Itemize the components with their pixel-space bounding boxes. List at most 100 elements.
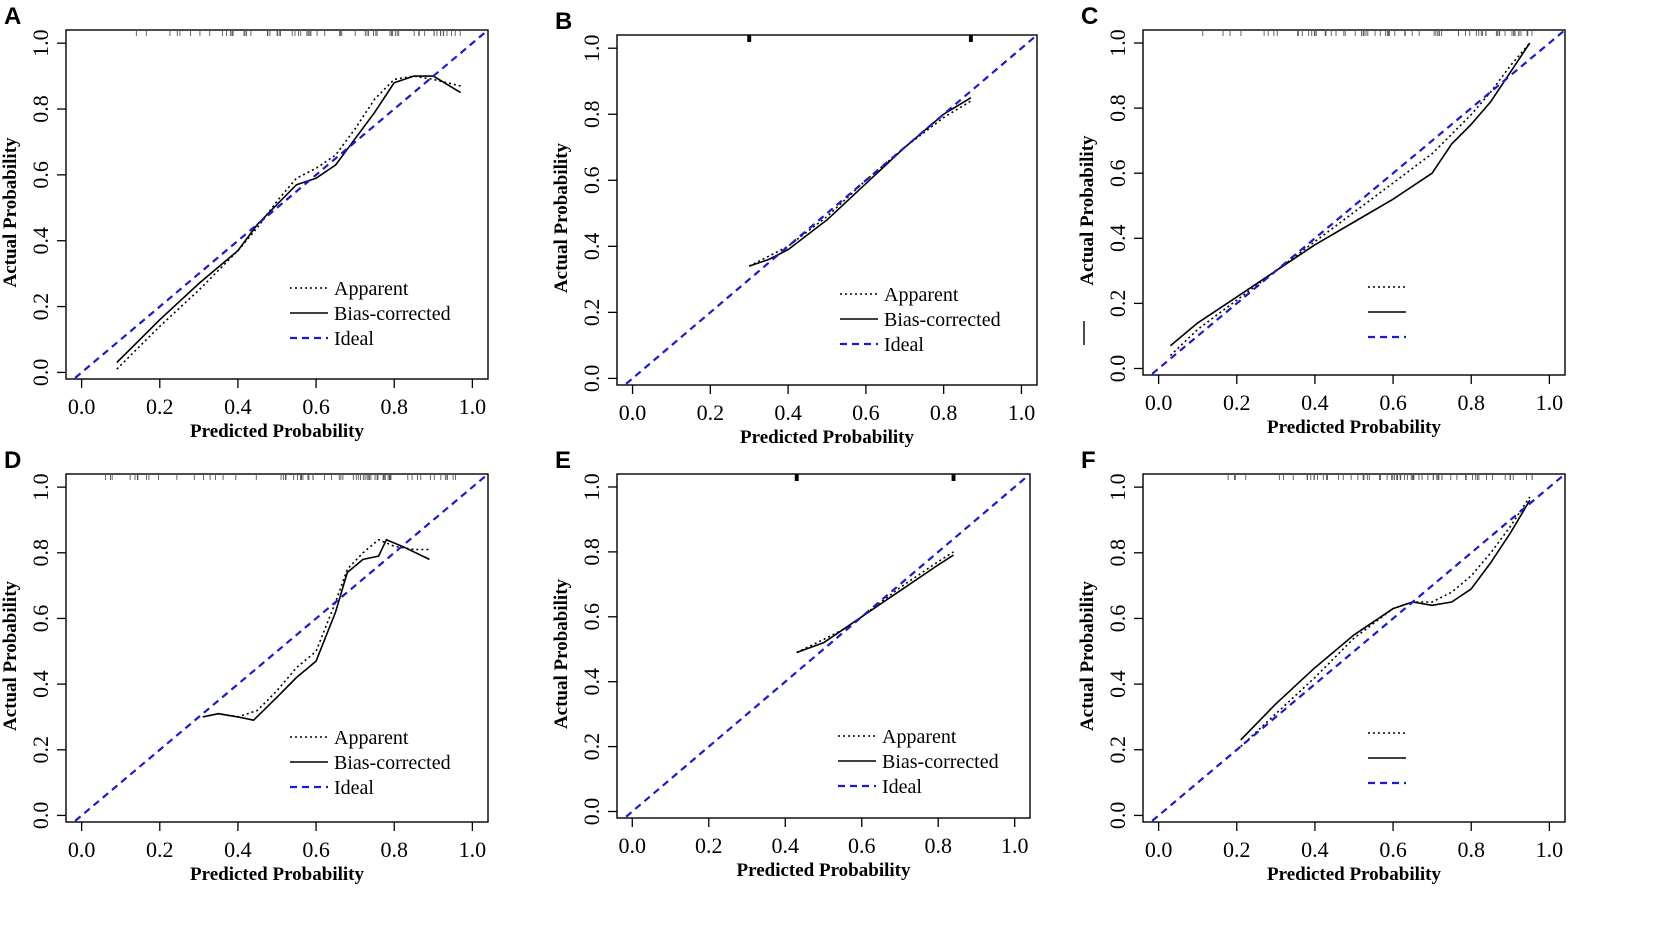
x-tick-label: 0.0: [619, 400, 647, 425]
x-tick-label: 0.8: [924, 833, 952, 858]
y-tick-label: 0.6: [579, 167, 604, 195]
plot-frame: [1142, 473, 1566, 823]
x-tick-label: 0.6: [848, 833, 876, 858]
legend-label: Ideal: [882, 776, 922, 798]
y-tick-label: 0.2: [579, 733, 604, 761]
y-tick-label: 0.8: [579, 100, 604, 128]
y-tick-label: 0.6: [28, 605, 53, 633]
legend-label: Apparent: [334, 727, 409, 749]
y-tick-label: 0.6: [28, 161, 53, 189]
series-bias-corrected: [748, 97, 972, 267]
x-tick-label: 1.0: [459, 837, 487, 862]
y-tick-label: 1.0: [1105, 473, 1130, 501]
y-tick-label: 1.0: [28, 29, 53, 57]
plot-frame: [616, 34, 1038, 386]
series-ideal: [623, 35, 1037, 385]
series-ideal: [622, 474, 1030, 818]
panel-letter: E: [555, 447, 571, 474]
legend: [1368, 286, 1406, 339]
y-axis-title: Actual Probability: [551, 142, 572, 293]
series-group: [623, 35, 1037, 385]
y-tick-label: 1.0: [579, 34, 604, 62]
series-apparent: [748, 100, 972, 267]
legend-label: Apparent: [882, 726, 957, 748]
x-tick-label: 0.6: [1379, 837, 1407, 862]
x-tick-label: 1.0: [459, 394, 487, 419]
y-tick-label: 0.4: [579, 668, 604, 696]
y-tick-label: 0.2: [28, 293, 53, 321]
x-tick-label: 0.2: [1223, 390, 1251, 415]
x-tick-label: 0.6: [302, 837, 330, 862]
x-tick-label: 0.0: [68, 837, 96, 862]
panel-letter: C: [1081, 3, 1098, 30]
y-tick-label: 0.2: [1105, 736, 1130, 764]
plot-frame: [616, 473, 1031, 819]
y-tick-label: 0.2: [579, 299, 604, 327]
series-bias-corrected: [202, 538, 430, 722]
y-tick-label: 0.4: [1105, 225, 1130, 253]
legend-label: Ideal: [334, 777, 374, 799]
legend: Apparent Bias-corrected Ideal: [840, 284, 1085, 356]
legend-label: Bias-corrected: [884, 309, 1001, 331]
y-tick-label: 0.2: [1105, 290, 1130, 318]
x-tick-label: 0.4: [1301, 390, 1329, 415]
panel-letter: A: [4, 3, 21, 30]
y-tick-label: 1.0: [1105, 29, 1130, 57]
series-bias-corrected: [1169, 42, 1531, 347]
plot-frame: [1142, 29, 1566, 376]
calibration-panel-b: B 0.0 0.2 0.4 0.6 0.8 1.0 0.0 0.2 0.4 0.6 0.8 1.0 Pre…: [551, 8, 1085, 448]
legend-label: Bias-corrected: [334, 752, 451, 774]
y-axis-title: Actual Probability: [1077, 135, 1098, 286]
x-tick-label: 0.8: [380, 837, 408, 862]
x-tick-label: 0.8: [1457, 837, 1485, 862]
x-tick-label: 0.4: [1301, 837, 1329, 862]
series-apparent: [1169, 42, 1531, 357]
legend-label: Ideal: [334, 328, 374, 350]
y-tick-label: 0.2: [28, 736, 53, 764]
y-tick-label: 1.0: [28, 473, 53, 501]
y-tick-label: 0.0: [28, 359, 53, 387]
series-ideal: [1149, 474, 1565, 822]
y-tick-label: 0.6: [1105, 605, 1130, 633]
x-axis-title: Predicted Probability: [740, 427, 914, 448]
x-tick-label: 0.0: [1145, 390, 1173, 415]
x-tick-label: 0.2: [1223, 837, 1251, 862]
y-axis-title: Actual Probability: [1077, 580, 1098, 731]
plot-frame: [65, 473, 489, 823]
series-group: [1149, 474, 1565, 822]
x-axis-title: Predicted Probability: [1267, 417, 1441, 438]
calibration-panel-d: D 0.0 0.2 0.4 0.6 0.8 1.0 0.0 0.2 0.4 0.6 0.8 1.0 Pre…: [0, 447, 489, 885]
y-tick-label: 0.6: [579, 603, 604, 631]
legend: Apparent Bias-corrected Ideal: [290, 727, 451, 799]
x-tick-label: 1.0: [1008, 400, 1036, 425]
x-tick-label: 0.8: [380, 394, 408, 419]
x-axis-title: Predicted Probability: [190, 864, 364, 885]
series-ideal: [72, 474, 488, 822]
x-tick-label: 0.0: [619, 833, 647, 858]
y-tick-label: 0.0: [1105, 802, 1130, 830]
x-tick-label: 0.2: [695, 833, 723, 858]
panel-letter: F: [1081, 447, 1096, 474]
y-tick-label: 0.4: [579, 233, 604, 260]
x-axis-title: Predicted Probability: [1267, 864, 1441, 885]
y-tick-label: 0.8: [28, 95, 53, 123]
panel-letter: D: [4, 447, 21, 474]
x-tick-label: 0.4: [774, 400, 802, 425]
y-axis-title: Actual Probability: [0, 580, 21, 731]
series-bias-corrected: [796, 554, 954, 654]
x-tick-label: 0.4: [772, 833, 800, 858]
series-group: [72, 474, 488, 822]
x-tick-label: 1.0: [1001, 833, 1029, 858]
series-group: [72, 30, 488, 379]
y-axis-title: Actual Probability: [551, 578, 572, 729]
y-tick-label: 1.0: [579, 473, 604, 501]
calibration-panel-a: A 0.0 0.2 0.4 0.6 0.8 1.0 0.0 0.2 0.4 0.6 0.8 1.0 Pre…: [0, 3, 489, 442]
series-group: [1149, 30, 1565, 375]
series-apparent: [202, 538, 430, 718]
x-axis-title: Predicted Probability: [737, 860, 911, 881]
legend: Apparent Bias-corrected Ideal: [290, 278, 451, 350]
y-tick-label: 0.8: [1105, 94, 1130, 122]
y-tick-label: 0.0: [579, 798, 604, 826]
calibration-panel-f: F 0.0 0.2 0.4 0.6 0.8 1.0 0.0 0.2 0.4 0.6 0.8 1.0 Pre…: [1077, 447, 1566, 885]
